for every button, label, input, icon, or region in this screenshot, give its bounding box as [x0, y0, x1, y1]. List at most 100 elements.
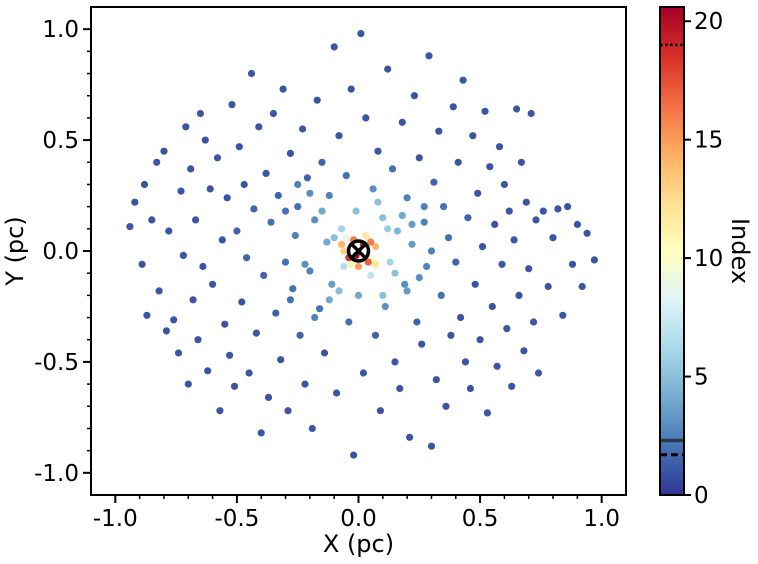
data-point: [374, 147, 382, 155]
data-point: [228, 101, 236, 109]
colorbar-tick-label: 10: [694, 246, 723, 272]
data-point: [333, 389, 341, 397]
data-point: [306, 189, 314, 197]
data-point: [311, 216, 319, 224]
data-point: [420, 218, 428, 226]
data-point: [425, 52, 433, 60]
data-point: [345, 318, 353, 326]
colorbar-tick-label: 15: [694, 128, 723, 154]
x-tick-label: 1.0: [583, 506, 620, 532]
colorbar-ticks: 0 5 10 15 20: [684, 9, 723, 509]
data-point: [342, 172, 350, 180]
data-points: [126, 29, 599, 459]
data-point: [352, 207, 360, 215]
data-point: [320, 349, 329, 357]
data-point: [240, 180, 248, 189]
data-point: [359, 369, 367, 377]
data-point: [238, 298, 246, 306]
data-point: [350, 451, 358, 459]
data-point: [440, 203, 448, 211]
data-point: [235, 143, 243, 151]
data-point: [337, 225, 346, 233]
colorbar: 0 5 10 15 20 Index: [659, 6, 754, 509]
data-point: [386, 258, 394, 266]
data-point: [316, 305, 324, 313]
data-point: [233, 227, 241, 235]
data-point: [335, 287, 343, 295]
data-point: [243, 254, 251, 262]
data-point: [437, 291, 445, 299]
x-tick-label: -1.0: [93, 506, 138, 532]
data-point: [223, 194, 231, 202]
data-point: [155, 287, 163, 295]
data-point: [398, 118, 406, 126]
data-point: [354, 291, 363, 299]
data-point: [274, 191, 282, 200]
data-point: [578, 282, 586, 291]
data-point: [153, 158, 161, 166]
data-point: [294, 203, 302, 211]
data-point: [403, 194, 411, 202]
data-point: [457, 313, 465, 322]
data-point: [362, 114, 370, 122]
data-point: [532, 216, 540, 224]
data-point: [303, 174, 311, 182]
data-point: [162, 327, 170, 335]
data-point: [430, 178, 438, 186]
data-point: [415, 274, 423, 282]
data-point: [384, 225, 392, 233]
data-point: [517, 158, 526, 166]
data-point: [281, 207, 290, 215]
data-point: [466, 384, 474, 393]
x-tick-label: 0.5: [462, 506, 499, 532]
data-point: [301, 260, 309, 268]
data-point: [403, 287, 411, 295]
data-point: [279, 85, 287, 93]
data-point: [299, 125, 307, 133]
data-point: [347, 85, 355, 93]
data-point: [184, 380, 192, 388]
data-point: [384, 65, 392, 73]
data-point: [474, 189, 482, 197]
data-point: [362, 231, 370, 240]
data-point: [325, 191, 333, 200]
data-point: [272, 309, 280, 317]
data-point: [284, 407, 292, 415]
data-point: [371, 331, 380, 339]
data-point: [226, 351, 234, 359]
data-point: [182, 123, 190, 131]
data-point: [140, 180, 149, 189]
data-point: [371, 243, 380, 251]
data-point: [199, 262, 207, 271]
data-point: [126, 223, 134, 231]
data-point: [508, 382, 516, 390]
data-point: [216, 407, 224, 415]
data-point: [415, 154, 423, 162]
data-point: [544, 282, 552, 291]
x-axis-title: X (pc): [323, 530, 394, 558]
data-point: [461, 358, 470, 366]
data-point: [260, 271, 268, 279]
colorbar-markers: [660, 43, 684, 457]
data-point: [218, 236, 226, 244]
data-point: [340, 262, 348, 271]
data-point: [177, 187, 185, 195]
data-point: [393, 227, 401, 235]
data-point: [367, 238, 375, 246]
data-point: [423, 262, 431, 271]
data-point: [337, 240, 346, 248]
colorbar-gradient: [660, 7, 684, 495]
data-point: [143, 311, 151, 319]
data-point: [427, 442, 436, 450]
data-point: [187, 165, 195, 173]
data-point: [471, 280, 479, 288]
colorbar-tick-label: 0: [694, 483, 709, 509]
x-axis: -1.0 -0.5 0.0 0.5 1.0: [93, 495, 620, 532]
data-point: [498, 260, 506, 268]
data-point: [245, 369, 253, 377]
data-point: [549, 234, 557, 242]
colorbar-tick-label: 5: [694, 365, 709, 391]
data-point: [583, 229, 591, 237]
data-point: [447, 331, 455, 339]
data-point: [410, 92, 418, 100]
